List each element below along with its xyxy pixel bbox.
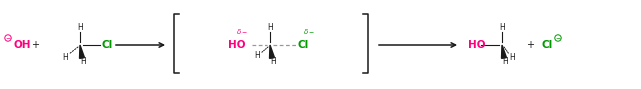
Text: −: − bbox=[242, 29, 247, 35]
Polygon shape bbox=[269, 45, 274, 58]
Text: H: H bbox=[509, 53, 515, 61]
Text: +: + bbox=[526, 40, 534, 50]
Text: H: H bbox=[502, 57, 508, 66]
Text: H: H bbox=[267, 23, 273, 32]
Text: −: − bbox=[5, 35, 11, 40]
Text: H: H bbox=[62, 53, 68, 61]
Text: H: H bbox=[80, 57, 86, 66]
Text: Cl: Cl bbox=[298, 40, 309, 50]
Text: OH: OH bbox=[13, 40, 31, 50]
Text: δ: δ bbox=[237, 29, 241, 35]
Polygon shape bbox=[501, 45, 506, 58]
Text: HO: HO bbox=[228, 40, 246, 50]
Text: H: H bbox=[270, 57, 276, 66]
Text: Cl: Cl bbox=[542, 40, 553, 50]
Text: H: H bbox=[254, 52, 260, 61]
Text: Cl: Cl bbox=[102, 40, 113, 50]
Text: −: − bbox=[555, 35, 561, 40]
Text: HO: HO bbox=[468, 40, 485, 50]
Text: H: H bbox=[77, 23, 83, 32]
Polygon shape bbox=[79, 45, 85, 58]
Text: δ: δ bbox=[304, 29, 308, 35]
Text: −: − bbox=[308, 29, 313, 35]
Text: H: H bbox=[499, 23, 505, 32]
Text: +: + bbox=[31, 40, 39, 50]
